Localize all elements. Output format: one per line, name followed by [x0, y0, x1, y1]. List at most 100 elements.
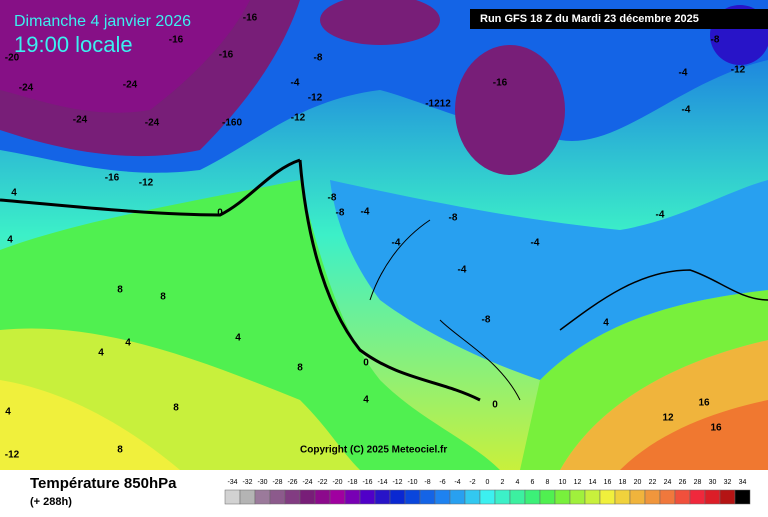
scale-label: 2 [501, 479, 505, 486]
scale-swatch [434, 489, 451, 505]
scale-swatch [329, 489, 346, 505]
isotherm-label: -24 [73, 115, 88, 126]
scale-swatch [239, 489, 256, 505]
scale-swatch [719, 489, 736, 505]
isotherm-label: -4 [291, 78, 300, 89]
scale-label: -28 [272, 479, 282, 486]
isotherm-label: 4 [5, 407, 11, 418]
scale-label: 4 [516, 479, 520, 486]
isotherm-label: -12 [5, 450, 20, 461]
isotherm-label: 4 [7, 235, 13, 246]
isotherm-label: -24 [145, 118, 160, 129]
scale-swatch [344, 489, 361, 505]
scale-swatch [419, 489, 436, 505]
scale-swatch [539, 489, 556, 505]
date: Dimanche 4 janvier 2026 [14, 13, 191, 30]
scale-swatch [284, 489, 301, 505]
scale-swatch [614, 489, 631, 505]
isotherm-label: -16 [169, 35, 184, 46]
time: 19:00 locale [14, 32, 133, 57]
isotherm-label: -16 [219, 50, 234, 61]
isotherm-label: -12 [731, 65, 746, 76]
scale-label: 18 [619, 479, 627, 486]
scale-label: 16 [604, 479, 612, 486]
scale-label: -2 [469, 479, 475, 486]
scale-label: 34 [739, 479, 747, 486]
scale-swatch [254, 489, 271, 505]
scale-swatch [464, 489, 481, 505]
scale-label: -24 [302, 479, 312, 486]
scale-label: 0 [486, 479, 490, 486]
scale-swatch [704, 489, 721, 505]
isotherm-label: 4 [125, 338, 131, 349]
isotherm-label: 4 [363, 395, 369, 406]
scale-label: 12 [574, 479, 582, 486]
isotherm-label: 4 [11, 188, 17, 199]
scale-label: 24 [664, 479, 672, 486]
isotherm-label: -12 [139, 178, 154, 189]
scale-swatch [314, 489, 331, 505]
isotherm-label: -20 [5, 53, 20, 64]
scale-label: -16 [362, 479, 372, 486]
isotherm-label: 16 [698, 398, 710, 409]
scale-label: 30 [709, 479, 717, 486]
isotherm-label: -1212 [425, 99, 451, 110]
scale-swatch [374, 489, 391, 505]
isotherm-label: 12 [662, 413, 674, 424]
isotherm-label: -4 [656, 210, 665, 221]
isotherm-label: -12 [291, 113, 306, 124]
scale-label: -32 [242, 479, 252, 486]
scale-label: 20 [634, 479, 642, 486]
isotherm-label: -16 [493, 78, 508, 89]
isotherm-label: 8 [297, 363, 303, 374]
scale-label: 14 [589, 479, 597, 486]
isotherm-label: -8 [711, 35, 720, 46]
scale-swatch [734, 489, 751, 505]
scale-swatch [224, 489, 241, 505]
isotherm-label: -16 [105, 173, 120, 184]
scale-swatch [404, 489, 421, 505]
isotherm-label: -4 [458, 265, 467, 276]
scale-label: -34 [227, 479, 237, 486]
scale-swatch [494, 489, 511, 505]
isotherm-label: 16 [710, 423, 722, 434]
scale-label: -8 [424, 479, 430, 486]
isotherm-label: 8 [160, 292, 166, 303]
scale-swatch [689, 489, 706, 505]
isotherm-label: -4 [679, 68, 688, 79]
map-area [0, 0, 768, 470]
scale-swatch [269, 489, 286, 505]
scale-label: -30 [257, 479, 267, 486]
scale-swatch [359, 489, 376, 505]
isotherm-label: 4 [235, 333, 241, 344]
scale-label: -10 [407, 479, 417, 486]
scale-label: 22 [649, 479, 657, 486]
run-info: Run GFS 18 Z du Mardi 23 décembre 2025 [480, 13, 699, 25]
isotherm-label: 8 [117, 445, 123, 456]
scale-label: 32 [724, 479, 732, 486]
isotherm-label: 8 [117, 285, 123, 296]
scale-label: -6 [439, 479, 445, 486]
isotherm-label: 0 [217, 208, 223, 219]
scale-label: 6 [531, 479, 535, 486]
isotherm-label: -12 [308, 93, 323, 104]
scale-label: -20 [332, 479, 342, 486]
isotherm-label: -4 [531, 238, 540, 249]
scale-swatch [629, 489, 646, 505]
isotherm-label: -8 [482, 315, 491, 326]
scale-label: 8 [546, 479, 550, 486]
scale-label: -18 [347, 479, 357, 486]
scale-label: 26 [679, 479, 687, 486]
copyright: Copyright (C) 2025 Meteociel.fr [300, 445, 447, 456]
isotherm-label: -24 [19, 83, 34, 94]
scale-swatch [389, 489, 406, 505]
isotherm-label: 4 [98, 348, 104, 359]
isotherm-label: -4 [361, 207, 370, 218]
scale-label: -26 [287, 479, 297, 486]
isotherm-label: -24 [123, 80, 138, 91]
isotherm-label: -16 [243, 13, 258, 24]
isotherm-label: -4 [392, 238, 401, 249]
isotherm-label: -4 [682, 105, 691, 116]
